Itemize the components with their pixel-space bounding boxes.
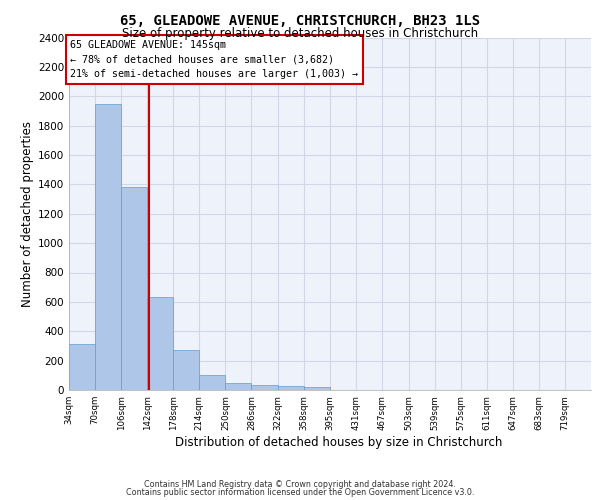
Text: Contains public sector information licensed under the Open Government Licence v3: Contains public sector information licen… [126, 488, 474, 497]
Text: 65 GLEADOWE AVENUE: 145sqm
← 78% of detached houses are smaller (3,682)
21% of s: 65 GLEADOWE AVENUE: 145sqm ← 78% of deta… [70, 40, 358, 80]
Bar [278, 386, 304, 390]
Bar [147, 298, 173, 390]
Text: Size of property relative to detached houses in Christchurch: Size of property relative to detached ho… [122, 28, 478, 40]
Bar [69, 344, 95, 390]
Text: Contains HM Land Registry data © Crown copyright and database right 2024.: Contains HM Land Registry data © Crown c… [144, 480, 456, 489]
Bar [173, 350, 199, 390]
Bar [251, 386, 278, 390]
Bar [199, 376, 226, 390]
Bar [226, 383, 251, 390]
Bar [121, 188, 147, 390]
Bar [304, 387, 331, 390]
Text: Distribution of detached houses by size in Christchurch: Distribution of detached houses by size … [175, 436, 503, 449]
Bar [95, 104, 121, 390]
Text: 65, GLEADOWE AVENUE, CHRISTCHURCH, BH23 1LS: 65, GLEADOWE AVENUE, CHRISTCHURCH, BH23 … [120, 14, 480, 28]
Y-axis label: Number of detached properties: Number of detached properties [21, 120, 34, 306]
